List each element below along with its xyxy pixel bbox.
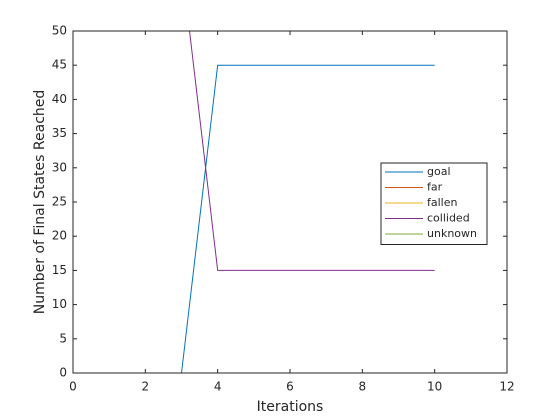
y-axis-label: Number of Final States Reached <box>32 90 48 315</box>
series-line <box>189 31 435 271</box>
legend-label: fallen <box>427 196 457 209</box>
y-tick-label: 5 <box>59 331 67 345</box>
y-tick-label: 25 <box>52 195 67 209</box>
y-tick-label: 30 <box>52 160 67 174</box>
legend-box <box>380 162 488 245</box>
legend-label: unknown <box>427 227 477 240</box>
y-tick-label: 45 <box>52 58 67 72</box>
x-tick-label: 2 <box>142 380 150 394</box>
y-tick-label: 15 <box>52 263 67 277</box>
legend-label: collided <box>427 212 470 225</box>
plot-lines <box>109 31 435 373</box>
x-axis-label: Iterations <box>257 399 324 415</box>
legend-label: far <box>427 181 443 194</box>
y-tick-label: 40 <box>52 92 67 106</box>
x-tick-label: 8 <box>359 380 367 394</box>
legend-label: goal <box>427 165 451 178</box>
y-tick-label: 0 <box>59 366 67 380</box>
y-tick-label: 10 <box>52 297 67 311</box>
y-tick-label: 20 <box>52 229 67 243</box>
y-tick-label: 50 <box>52 24 67 38</box>
x-tick-label: 6 <box>286 380 294 394</box>
x-tick-label: 10 <box>427 380 442 394</box>
series-line <box>109 64 435 373</box>
x-tick-label: 0 <box>69 380 77 394</box>
axes-box <box>72 30 508 374</box>
x-tick-label: 12 <box>499 380 514 394</box>
y-tick-label: 35 <box>52 126 67 140</box>
x-tick-label: 4 <box>214 380 222 394</box>
